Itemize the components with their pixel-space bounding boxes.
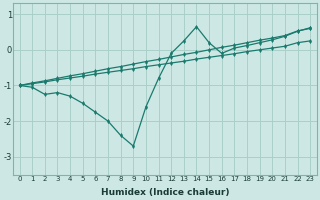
X-axis label: Humidex (Indice chaleur): Humidex (Indice chaleur) bbox=[100, 188, 229, 197]
